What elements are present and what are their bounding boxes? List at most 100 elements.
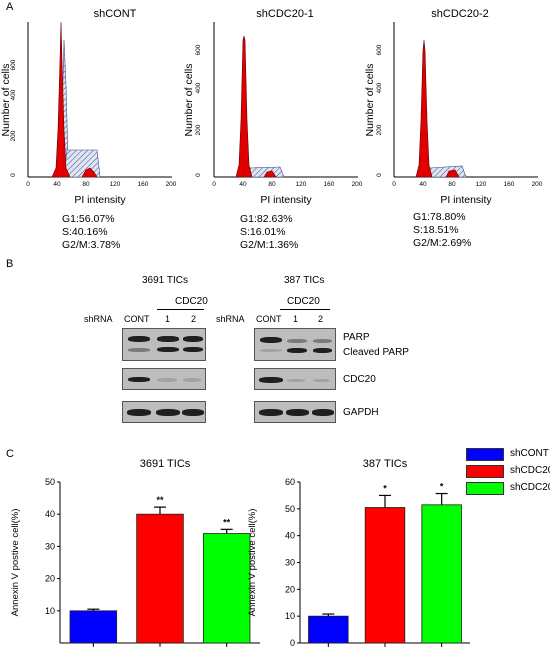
stat-s: S:18.51%	[413, 224, 459, 236]
legend-label-shcdc20-2: shCDC20-2	[510, 482, 550, 493]
y-tick-label: 10	[285, 611, 295, 621]
y-tick-label: 30	[45, 541, 55, 551]
significance-label: **	[156, 495, 164, 505]
blot-1-parp-strip	[122, 328, 206, 361]
bar	[69, 610, 118, 644]
blot-1-lane-cont: CONT	[124, 314, 150, 324]
y-tick-label: 40	[45, 509, 55, 519]
row-label-parp: PARP	[343, 332, 370, 343]
annexin-bar-charts: 3691 TICs Annexin V postive cell(%) 10 20 30…	[10, 458, 470, 648]
stat-s: S:16.01%	[240, 226, 286, 238]
histogram-title-2: shCDC20-1	[256, 8, 314, 20]
stat-g2m: G2/M:3.78%	[62, 239, 121, 251]
histogram-shcont: 600 400 200 0 0 40 80 120 160 200	[10, 21, 177, 188]
histogram-1-ytick-0: 0	[10, 173, 17, 177]
bar-chart-3691: 3691 TICs Annexin V postive cell(%) 10 20 30…	[10, 458, 260, 647]
stat-s: S:40.16%	[62, 226, 108, 238]
histogram-2-xtick-0: 0	[212, 181, 216, 188]
legend: shCONT shCDC20-1 shCDC20-2	[466, 448, 550, 510]
panel-label-c: C	[6, 448, 14, 460]
stat-g1: G1:78.80%	[413, 211, 466, 223]
histogram-1-xtick-40: 40	[53, 181, 61, 188]
blot-2-gapdh-strip	[254, 401, 336, 423]
blot-2-title: 387 TICs	[284, 275, 325, 286]
legend-label-shcdc20-1: shCDC20-1	[510, 465, 550, 476]
histogram-3-stats: G1:78.80% S:18.51% G2/M:2.69%	[413, 211, 471, 250]
row-label-gapdh: GAPDH	[343, 407, 379, 418]
histogram-shcdc20-2: 600 400 200 0 0 40 80 120 160 200	[376, 22, 543, 188]
histogram-title-1: shCONT	[93, 8, 137, 20]
legend-swatch-shcont	[466, 448, 504, 461]
stat-g1: G1:82.63%	[240, 213, 293, 225]
blot-1-lane-1: 1	[165, 314, 171, 324]
histogram-1-xtick-80: 80	[82, 181, 90, 188]
blot-2-cdc20-strip	[254, 368, 336, 390]
bar	[136, 513, 184, 644]
stat-g2m: G2/M:1.36%	[240, 239, 299, 251]
histogram-2-xtick-160: 160	[324, 181, 335, 188]
histogram-1-xtick-160: 160	[138, 181, 149, 188]
histogram-1-ytick-200: 200	[10, 130, 17, 141]
blot-2-lane-cont: CONT	[256, 314, 282, 324]
y-tick-label: 10	[45, 606, 55, 616]
histogram-3-xtick-120: 120	[476, 181, 487, 188]
y-tick-label: 60	[285, 477, 295, 487]
stat-g2m: G2/M:2.69%	[413, 237, 472, 249]
histogram-3-xtick-40: 40	[419, 181, 427, 188]
bar	[308, 615, 349, 644]
histogram-1-stats: G1:56.07% S:40.16% G2/M:3.78%	[62, 213, 120, 252]
blot-2-shrna-label: shRNA	[216, 314, 245, 324]
blot-1-shrna-label: shRNA	[84, 314, 113, 324]
histogram-3-ytick-400: 400	[376, 82, 383, 93]
histogram-2-ytick-200: 200	[195, 124, 202, 135]
histogram-3-xtick-200: 200	[532, 181, 543, 188]
blot-1-lane-2: 2	[191, 314, 197, 324]
legend-label-shcont: shCONT	[510, 448, 549, 459]
blot-1-title: 3691 TICs	[142, 275, 188, 286]
bar	[364, 507, 406, 644]
histogram-2-ytick-600: 600	[195, 44, 202, 55]
stat-g1: G1:56.07%	[62, 213, 115, 225]
histogram-2-xlabel: PI intensity	[260, 194, 312, 206]
chart-title: 387 TICs	[363, 458, 408, 470]
blot-1-group-label: CDC20	[175, 296, 208, 307]
blot-2-lane-1: 1	[293, 314, 299, 324]
bar-chart-387: 387 TICs Annexin V postive cell(%) 0 10 20 30…	[247, 458, 470, 648]
histogram-2-xtick-120: 120	[296, 181, 307, 188]
chart-ylabel: Annexin V postive cell(%)	[247, 509, 258, 617]
y-tick-label: 20	[45, 574, 55, 584]
blot-2-group-label: CDC20	[287, 296, 320, 307]
y-tick-label: 20	[285, 584, 295, 594]
blot-1-gapdh-strip	[122, 401, 206, 423]
histogram-1-xlabel: PI intensity	[74, 194, 126, 206]
histogram-1-xtick-0: 0	[26, 181, 30, 188]
chart-title: 3691 TICs	[140, 458, 191, 470]
significance-label: *	[440, 482, 444, 492]
histogram-2-xtick-200: 200	[352, 181, 363, 188]
significance-label: **	[223, 517, 231, 527]
panel-label-b: B	[6, 258, 14, 270]
row-label-cdc20: CDC20	[343, 374, 376, 385]
panel-label-a: A	[6, 1, 14, 13]
significance-label: *	[383, 483, 387, 493]
blot-2-lane-2: 2	[318, 314, 324, 324]
legend-swatch-shcdc20-2	[466, 482, 504, 495]
histogram-3-xtick-80: 80	[448, 181, 456, 188]
legend-swatch-shcdc20-1	[466, 465, 504, 478]
row-label-cleaved-parp: Cleaved PARP	[343, 347, 409, 358]
histogram-title-3: shCDC20-2	[431, 8, 489, 20]
histogram-2-ylabel: Number of cells	[183, 64, 195, 137]
histogram-3-ylabel: Number of cells	[364, 64, 376, 137]
histogram-2-stats: G1:82.63% S:16.01% G2/M:1.36%	[240, 213, 298, 252]
histogram-shcdc20-1: 600 400 200 0 0 40 80 120 160 200	[195, 22, 363, 188]
histogram-3-xtick-160: 160	[504, 181, 515, 188]
histogram-3-xtick-0: 0	[392, 181, 396, 188]
y-tick-label: 30	[285, 558, 295, 568]
histogram-2-ytick-400: 400	[195, 82, 202, 93]
histogram-2-xtick-40: 40	[239, 181, 247, 188]
blot-2-group-line	[280, 309, 330, 310]
y-tick-label: 40	[285, 531, 295, 541]
histogram-3-ytick-600: 600	[376, 44, 383, 55]
bar	[421, 504, 462, 644]
histogram-3-ytick-0: 0	[376, 173, 383, 177]
